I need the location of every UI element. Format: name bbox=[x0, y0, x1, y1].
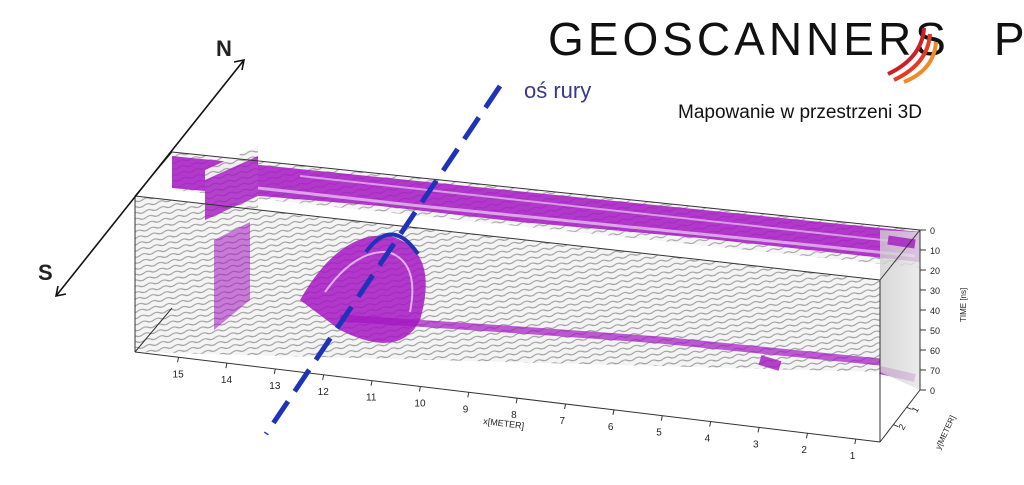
right-end-slab bbox=[880, 230, 920, 390]
time-tick-label: 0 bbox=[930, 226, 935, 236]
compass-north-label: N bbox=[216, 36, 232, 61]
y-tick bbox=[893, 424, 899, 428]
x-tick-label: 3 bbox=[753, 439, 759, 450]
x-tick-label: 14 bbox=[221, 375, 233, 386]
time-tick-label: 70 bbox=[930, 366, 940, 376]
x-tick bbox=[757, 427, 760, 433]
x-tick bbox=[805, 433, 808, 439]
logo-tld: PL bbox=[993, 13, 1024, 65]
x-tick bbox=[418, 386, 421, 392]
x-tick-label: 6 bbox=[608, 422, 614, 433]
cross-section-slab bbox=[205, 146, 258, 352]
time-tick-label: 40 bbox=[930, 306, 940, 316]
time-axis: 0 10 20 30 40 50 60 70 0 TIME [ns] bbox=[920, 226, 968, 396]
page-subtitle: Mapowanie w przestrzeni 3D bbox=[678, 102, 922, 123]
time-tick-label: 30 bbox=[930, 286, 940, 296]
y-tick-label: 1 bbox=[910, 405, 921, 414]
x-tick bbox=[177, 357, 180, 363]
x-tick-label: 11 bbox=[366, 393, 377, 404]
logo-swoosh-icon bbox=[887, 27, 938, 84]
x-tick bbox=[709, 421, 712, 427]
x-tick-label: 15 bbox=[173, 369, 185, 380]
logo-brand: GEOSCANNERS bbox=[548, 13, 950, 65]
x-axis-label: x[METER] bbox=[483, 416, 525, 431]
time-tick-label: 0 bbox=[930, 386, 935, 396]
y-tick-label: 2 bbox=[896, 422, 907, 431]
x-tick-label: 9 bbox=[463, 404, 469, 415]
x-tick-label: 8 bbox=[511, 410, 517, 421]
time-axis-label: TIME [ns] bbox=[959, 288, 968, 322]
x-tick bbox=[854, 438, 857, 445]
x-tick bbox=[467, 392, 470, 398]
x-tick-label: 12 bbox=[318, 387, 330, 398]
x-axis: 15 14 13 12 11 10 9 8 7 6 5 4 3 2 1 x[METER] bbox=[173, 357, 857, 462]
x-tick-label: 7 bbox=[560, 416, 566, 427]
pipe-hyperbola bbox=[364, 232, 420, 256]
x-tick bbox=[322, 374, 325, 380]
time-tick-label: 50 bbox=[930, 326, 940, 336]
x-tick-label: 5 bbox=[656, 428, 662, 439]
time-tick-label: 10 bbox=[930, 246, 940, 256]
x-tick-label: 1 bbox=[850, 451, 856, 462]
time-tick-label: 20 bbox=[930, 266, 940, 276]
time-slice-top bbox=[172, 152, 920, 268]
bounding-box bbox=[134, 151, 921, 443]
x-tick bbox=[612, 409, 615, 415]
compass-arrow bbox=[54, 58, 246, 298]
pipe-axis-line bbox=[263, 84, 503, 436]
compass-south-label: S bbox=[38, 260, 53, 285]
x-tick-label: 4 bbox=[705, 434, 711, 445]
x-tick-label: 10 bbox=[414, 398, 426, 409]
x-tick-label: 2 bbox=[801, 445, 807, 456]
x-tick bbox=[370, 380, 373, 386]
pipe-axis-label: oś rury bbox=[524, 78, 592, 103]
x-tick-label: 13 bbox=[269, 381, 281, 392]
x-tick bbox=[225, 363, 228, 369]
y-axis-label: y[METER] bbox=[934, 414, 958, 451]
x-tick bbox=[273, 368, 276, 375]
x-tick bbox=[660, 415, 663, 421]
y-tick bbox=[906, 406, 912, 410]
company-logo: GEOSCANNERS PL bbox=[548, 12, 1024, 66]
time-tick-label: 60 bbox=[930, 346, 940, 356]
x-tick bbox=[515, 398, 518, 404]
x-tick bbox=[564, 403, 567, 410]
